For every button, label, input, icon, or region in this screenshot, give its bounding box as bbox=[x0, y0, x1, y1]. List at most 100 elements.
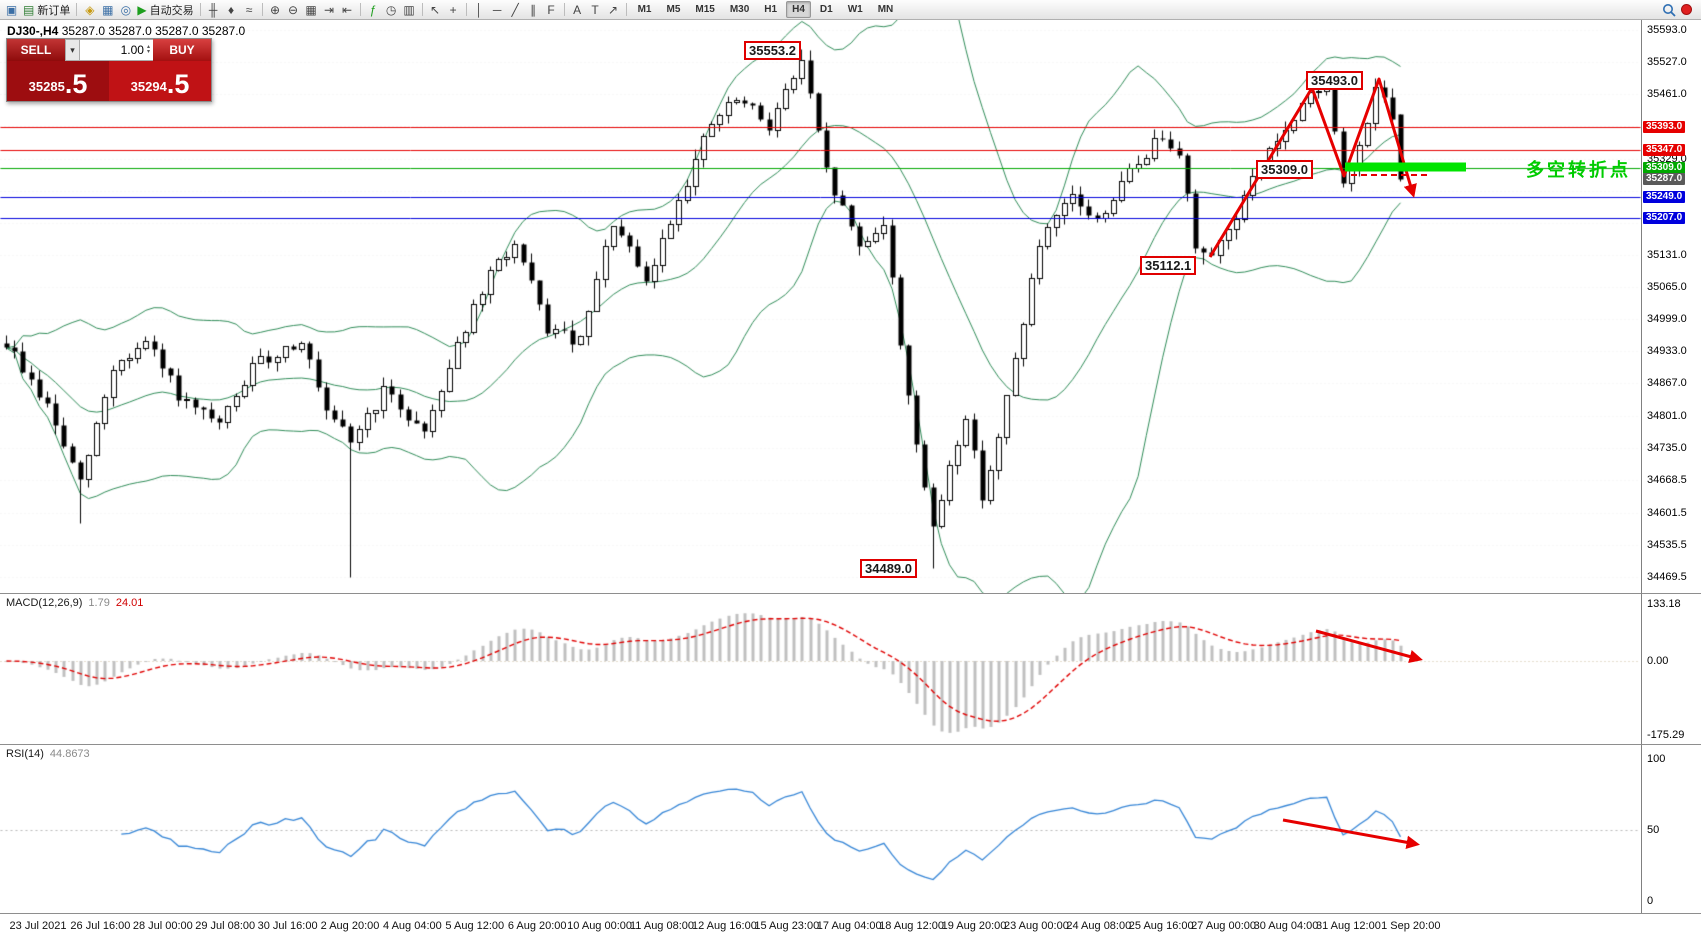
time-label: 5 Aug 12:00 bbox=[445, 920, 505, 932]
price-axis[interactable]: 35593.0 35527.0 35461.0 35329.0 35131.0 35065… bbox=[1641, 20, 1701, 593]
notification-icon[interactable] bbox=[1681, 4, 1692, 15]
price-tick: 35131.0 bbox=[1647, 248, 1687, 261]
tf-h1[interactable]: H1 bbox=[764, 4, 778, 15]
rsi-axis-value: 100 bbox=[1647, 753, 1666, 765]
order-type-dropdown[interactable]: ▾ bbox=[65, 39, 80, 61]
symbol-name: DJ30-,H4 bbox=[7, 24, 59, 38]
data-window-icon[interactable]: ▦ bbox=[102, 2, 114, 17]
macd-axis-value: -175.29 bbox=[1647, 729, 1685, 741]
fibonacci-icon[interactable]: F bbox=[547, 2, 555, 17]
current-price-tag: 35287.0 bbox=[1643, 172, 1686, 185]
tf-m5[interactable]: M5 bbox=[666, 4, 681, 15]
volume-value: 1.00 bbox=[120, 43, 144, 57]
rsi-canvas[interactable] bbox=[0, 745, 1641, 914]
price-chart-panel[interactable]: DJ30-,H4 35287.0 35287.0 35287.0 35287.0… bbox=[0, 20, 1641, 593]
hline-tag-35347: 35347.0 bbox=[1643, 143, 1686, 156]
text-icon[interactable]: A bbox=[573, 2, 582, 17]
tile-windows-icon[interactable]: ▦ bbox=[305, 2, 317, 17]
tf-m15[interactable]: M15 bbox=[695, 4, 715, 15]
crosshair-icon[interactable]: + bbox=[449, 2, 457, 17]
price-annotation[interactable]: 34489.0 bbox=[860, 559, 917, 578]
rsi-axis-value: 50 bbox=[1647, 824, 1660, 836]
trendline-icon[interactable]: ╱ bbox=[511, 2, 519, 17]
new-order-button[interactable]: ▤ 新订单 bbox=[23, 2, 71, 17]
time-label: 2 Aug 20:00 bbox=[320, 920, 380, 932]
buy-button[interactable]: BUY bbox=[153, 39, 211, 61]
price-annotation[interactable]: 35112.1 bbox=[1140, 256, 1197, 275]
time-axis[interactable]: 23 Jul 2021 26 Jul 16:00 28 Jul 00:00 29 Ju… bbox=[0, 913, 1701, 942]
rsi-label: RSI(14) 44.8673 bbox=[6, 748, 90, 760]
zoom-out-icon[interactable]: ⊖ bbox=[288, 2, 299, 17]
cursor-icon[interactable]: ↖ bbox=[430, 2, 441, 17]
sell-button[interactable]: SELL bbox=[7, 39, 65, 61]
macd-axis-value: 133.18 bbox=[1647, 598, 1681, 610]
price-tick: 34933.0 bbox=[1647, 345, 1687, 358]
hline-tag-35309: 35309.0 bbox=[1643, 162, 1686, 175]
toolbar-right bbox=[1662, 3, 1698, 17]
label-icon[interactable]: T bbox=[591, 2, 599, 17]
buy-price[interactable]: 35294.5 bbox=[109, 61, 211, 101]
volume-input[interactable]: 1.00 ▴ ▾ bbox=[80, 39, 153, 61]
price-tick: 34469.5 bbox=[1647, 571, 1687, 583]
vertical-line-icon[interactable]: │ bbox=[475, 2, 483, 17]
tf-w1[interactable]: W1 bbox=[847, 4, 863, 15]
periods-icon[interactable]: ◷ bbox=[385, 2, 397, 17]
market-watch-icon[interactable]: ◈ bbox=[85, 2, 95, 17]
indicators-icon[interactable]: ƒ bbox=[369, 2, 377, 17]
chart-shift-icon[interactable]: ⇤ bbox=[342, 2, 353, 17]
bar-chart-icon[interactable]: ╫ bbox=[208, 2, 218, 17]
price-annotation[interactable]: 35309.0 bbox=[1256, 160, 1313, 179]
time-label: 28 Jul 00:00 bbox=[132, 920, 193, 932]
auto-trading-button[interactable]: ▶ 自动交易 bbox=[137, 2, 194, 17]
tf-h4[interactable]: H4 bbox=[786, 1, 811, 18]
time-label: 15 Aug 23:00 bbox=[754, 920, 820, 932]
rsi-panel[interactable]: RSI(14) 44.8673 bbox=[0, 744, 1641, 914]
auto-scroll-icon[interactable]: ⇥ bbox=[324, 2, 335, 17]
time-label: 18 Aug 12:00 bbox=[879, 920, 945, 932]
time-label: 6 Aug 20:00 bbox=[507, 920, 567, 932]
search-icon[interactable] bbox=[1662, 3, 1676, 17]
templates-icon[interactable]: ▥ bbox=[403, 2, 415, 17]
time-label: 10 Aug 00:00 bbox=[567, 920, 633, 932]
price-annotation[interactable]: 35553.2 bbox=[744, 41, 801, 60]
zoom-in-icon[interactable]: ⊕ bbox=[270, 2, 281, 17]
line-chart-icon[interactable]: ≈ bbox=[245, 2, 253, 17]
volume-spinner[interactable]: ▴ ▾ bbox=[146, 44, 150, 55]
rsi-axis[interactable]: 100 50 0 bbox=[1641, 744, 1701, 913]
time-label: 29 Jul 08:00 bbox=[195, 920, 256, 932]
arrow-tools-icon[interactable]: ↗ bbox=[608, 2, 619, 17]
channel-icon[interactable]: ∥ bbox=[530, 2, 537, 17]
toolbar-separator bbox=[359, 3, 361, 16]
tf-m1[interactable]: M1 bbox=[637, 4, 652, 15]
tf-d1[interactable]: D1 bbox=[819, 4, 833, 15]
price-tick: 35065.0 bbox=[1647, 281, 1687, 294]
macd-axis[interactable]: 133.18 0.00 -175.29 bbox=[1641, 593, 1701, 744]
time-label: 17 Aug 04:00 bbox=[816, 920, 882, 932]
macd-axis-value: 0.00 bbox=[1647, 654, 1669, 667]
app-chart-icon[interactable]: ▣ bbox=[5, 2, 18, 17]
navigator-icon[interactable]: ◎ bbox=[120, 2, 132, 17]
hline-tag-35207: 35207.0 bbox=[1643, 211, 1686, 224]
toolbar-separator bbox=[465, 3, 467, 16]
macd-canvas[interactable] bbox=[0, 594, 1641, 745]
price-tick: 35593.0 bbox=[1647, 24, 1687, 36]
toolbar-separator bbox=[261, 3, 263, 16]
price-chart-canvas[interactable] bbox=[0, 20, 1641, 593]
horizontal-line-icon[interactable]: ─ bbox=[492, 2, 502, 17]
toolbar-separator bbox=[421, 3, 423, 16]
macd-panel[interactable]: MACD(12,26,9) 1.79 24.01 bbox=[0, 593, 1641, 745]
price-tick: 34668.5 bbox=[1647, 474, 1687, 487]
candlestick-chart-icon[interactable]: ♦ bbox=[228, 2, 235, 17]
hline-tag-35249: 35249.0 bbox=[1643, 191, 1686, 204]
ohlc-values: 35287.0 35287.0 35287.0 35287.0 bbox=[61, 24, 246, 38]
time-label: 19 Aug 20:00 bbox=[941, 920, 1007, 932]
tf-m30[interactable]: M30 bbox=[729, 4, 750, 15]
sell-price[interactable]: 35285.5 bbox=[7, 61, 109, 101]
turning-point-note[interactable]: 多空转折点 bbox=[1526, 160, 1631, 180]
time-label: 12 Aug 16:00 bbox=[691, 920, 757, 932]
one-click-trading-panel[interactable]: SELL ▾ 1.00 ▴ ▾ BUY 35285.5 35294.5 bbox=[6, 38, 212, 102]
time-label: 24 Aug 08:00 bbox=[1066, 920, 1132, 932]
price-tick: 35461.0 bbox=[1647, 88, 1687, 101]
tf-mn[interactable]: MN bbox=[877, 4, 894, 15]
price-annotation[interactable]: 35493.0 bbox=[1306, 71, 1363, 90]
